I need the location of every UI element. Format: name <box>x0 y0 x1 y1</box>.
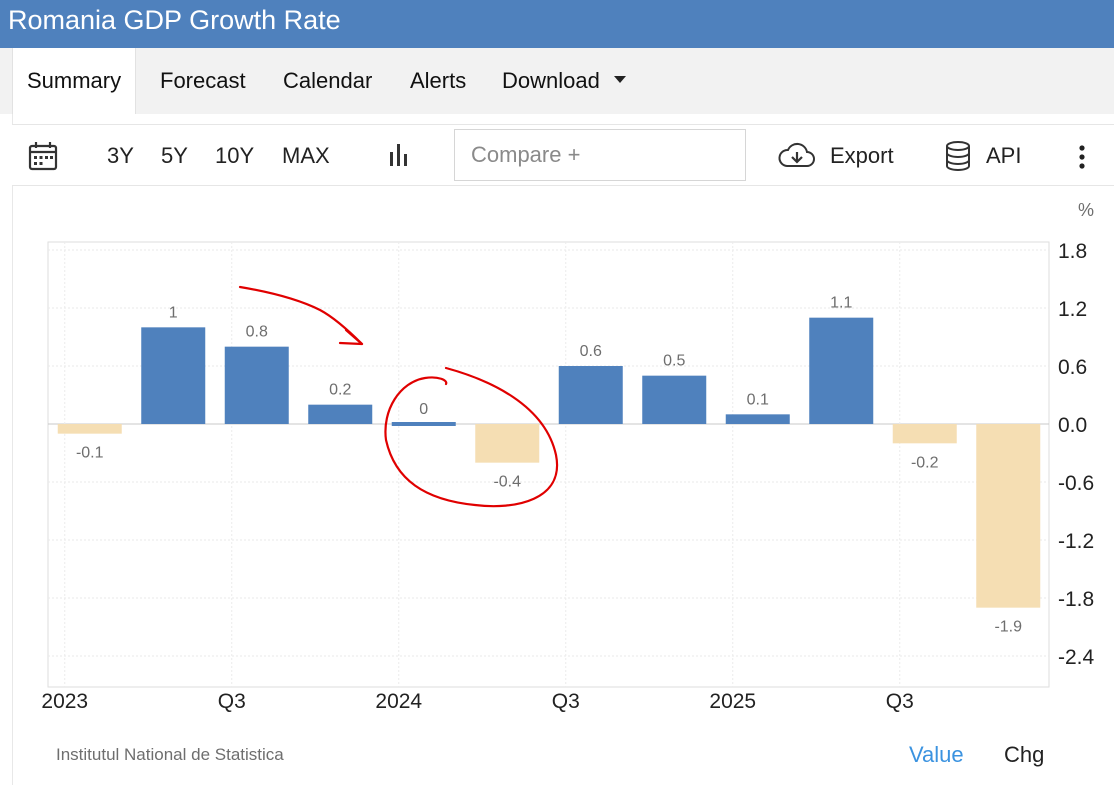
range-max[interactable]: MAX <box>282 143 330 168</box>
tab-calendar[interactable]: Calendar <box>283 68 373 93</box>
api-button[interactable]: API <box>986 143 1022 168</box>
chart-panel <box>12 114 1114 785</box>
bar-2024-q4 <box>642 375 707 424</box>
bar-2023-q3 <box>224 346 289 424</box>
bar-value-label: -0.1 <box>76 445 104 462</box>
compare-input[interactable] <box>454 129 746 181</box>
page-title: Romania GDP Growth Rate <box>8 5 341 35</box>
bar-value-label: 0.5 <box>663 353 685 370</box>
y-tick-label: -0.6 <box>1058 472 1094 495</box>
bar-value-label: 0.8 <box>246 324 268 341</box>
x-tick-label: Q3 <box>886 690 914 713</box>
bar-2024-q1 <box>391 422 456 426</box>
bar-value-label: 0 <box>419 401 428 418</box>
range-10y[interactable]: 10Y <box>215 143 255 168</box>
tab-summary[interactable]: Summary <box>12 48 137 114</box>
range-5y[interactable]: 5Y <box>161 143 188 168</box>
bar-2023-q2 <box>141 327 206 424</box>
bar-2024-q3 <box>558 366 623 424</box>
x-tick-label: Q3 <box>552 690 580 713</box>
bar-chart-icon[interactable] <box>388 142 412 168</box>
x-tick-label: 2024 <box>375 690 422 713</box>
bar-2025-q3 <box>892 424 957 444</box>
chart-toolbar: 3Y 5Y 10Y MAX Export API <box>12 124 1114 186</box>
export-button[interactable]: Export <box>830 143 894 168</box>
bar-value-label: -0.2 <box>911 454 939 471</box>
bar-value-label: -0.4 <box>493 474 521 491</box>
x-tick-label: 2023 <box>41 690 88 713</box>
calendar-icon[interactable] <box>28 141 58 171</box>
chart-value-labels: -0.1 1 0.8 0.2 0 -0.4 0.6 0.5 0.1 1.1 -0.2 -1.9 <box>76 295 1022 636</box>
bar-value-label: -1.9 <box>994 619 1022 636</box>
y-tick-label: 0.0 <box>1058 414 1087 437</box>
y-tick-label: -1.2 <box>1058 530 1094 553</box>
range-3y[interactable]: 3Y <box>107 143 134 168</box>
cloud-download-icon[interactable] <box>778 142 816 170</box>
title-bar: Romania GDP Growth Rate <box>0 0 1114 48</box>
chart-bars <box>57 317 1041 608</box>
bar-value-label: 0.6 <box>580 343 602 360</box>
annotation-circle-icon <box>384 366 559 508</box>
tab-download[interactable]: Download <box>502 48 626 114</box>
annotation-arrow-head-icon <box>338 328 364 346</box>
bar-value-label: 1.1 <box>830 295 852 312</box>
bar-2025-q1 <box>725 414 790 424</box>
caret-down-icon <box>613 75 626 83</box>
unit-label: % <box>1078 200 1095 220</box>
x-tick-label: 2025 <box>709 690 756 713</box>
bar-value-label: 1 <box>169 304 178 321</box>
chart-gridlines <box>47 241 1050 688</box>
value-toggle-button[interactable]: Value <box>909 742 964 767</box>
bar-2023-q4 <box>308 404 373 424</box>
plot-frame <box>47 241 1050 688</box>
chart-source: Institutul National de Statistica <box>56 745 284 764</box>
bar-2025-q2 <box>809 317 874 424</box>
bar-2025-q4 <box>976 424 1041 608</box>
y-tick-label: 1.8 <box>1058 240 1087 263</box>
tab-download-label: Download <box>502 68 600 93</box>
tab-forecast[interactable]: Forecast <box>160 68 246 93</box>
y-tick-label: -2.4 <box>1058 646 1095 669</box>
tab-bar: Summary Forecast Calendar Alerts Downloa… <box>0 48 1114 114</box>
bar-2024-q2 <box>475 424 540 463</box>
y-tick-label: 1.2 <box>1058 298 1087 321</box>
bar-value-label: 0.1 <box>747 391 769 408</box>
chg-toggle-button[interactable]: Chg <box>1004 742 1045 767</box>
database-icon[interactable] <box>944 140 972 172</box>
tab-alerts[interactable]: Alerts <box>410 68 467 93</box>
bar-2023-q1 <box>57 424 122 434</box>
y-tick-label: 0.6 <box>1058 356 1087 379</box>
chart-axis-ticks: 1.8 1.2 0.6 0.0 -0.6 -1.2 -1.8 -2.4 2023 Q3 2024 Q3… <box>41 240 1094 713</box>
x-tick-label: Q3 <box>218 690 246 713</box>
more-vertical-icon[interactable] <box>1074 144 1090 170</box>
y-tick-label: -1.8 <box>1058 588 1094 611</box>
bar-value-label: 0.2 <box>329 382 351 399</box>
chart-annotations <box>238 285 559 508</box>
